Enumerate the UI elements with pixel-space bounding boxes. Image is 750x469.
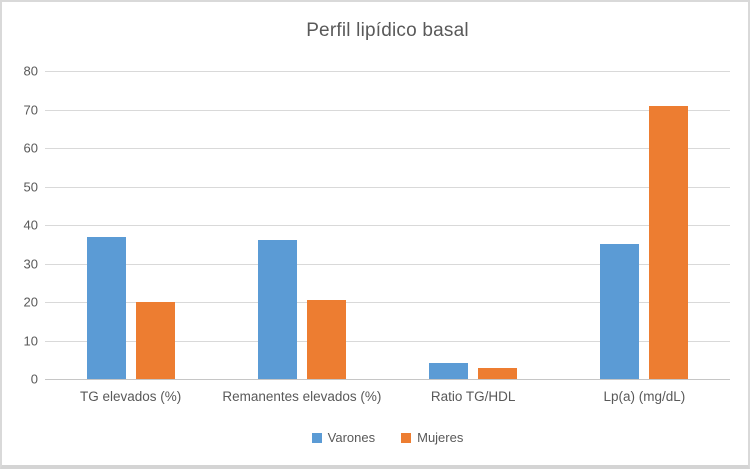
legend-item-mujeres: Mujeres xyxy=(401,430,463,445)
gridline xyxy=(45,340,730,342)
gridline xyxy=(45,148,730,149)
chart-title: Perfil lipídico basal xyxy=(306,20,469,41)
legend-swatch-varones xyxy=(311,432,322,443)
legend-swatch-mujeres xyxy=(401,432,412,443)
bar-mujeres-0 xyxy=(135,302,175,379)
gridline xyxy=(45,225,730,226)
y-tick-label: 50 xyxy=(23,179,38,194)
gridline xyxy=(45,263,730,265)
gridline xyxy=(45,302,730,303)
y-tick-label: 10 xyxy=(23,333,38,348)
y-tick-label: 40 xyxy=(23,217,38,233)
bar-mujeres-2 xyxy=(478,368,518,379)
x-axis-line xyxy=(45,379,730,380)
x-category-label: Remanentes elevados (%) xyxy=(222,389,382,404)
y-tick-label: 20 xyxy=(23,294,38,310)
y-tick-label: 30 xyxy=(23,256,38,271)
legend-label: Varones xyxy=(327,430,376,445)
gridline xyxy=(45,71,730,72)
legend-item-varones: Varones xyxy=(311,430,376,445)
y-tick-label: 0 xyxy=(30,371,38,387)
gridline xyxy=(45,186,730,188)
y-tick-label: 60 xyxy=(23,140,38,156)
x-axis-labels: TG elevados (%) Remanentes elevados (%) Ra… xyxy=(45,389,730,409)
y-axis-labels: 0 10 20 30 40 50 60 70 80 xyxy=(2,64,38,387)
bar-varones-3 xyxy=(600,244,640,379)
plot-area xyxy=(45,71,730,380)
gridline xyxy=(45,109,730,111)
legend-label: Mujeres xyxy=(417,430,464,445)
y-tick-label: 70 xyxy=(23,102,38,117)
legend: Varones Mujeres xyxy=(45,430,730,445)
bar-varones-0 xyxy=(86,236,126,379)
x-category-label: Lp(a) (mg/dL) xyxy=(603,389,686,404)
x-category-label: TG elevados (%) xyxy=(79,389,182,404)
bar-varones-1 xyxy=(257,240,297,379)
bar-varones-2 xyxy=(429,362,469,379)
bar-mujeres-3 xyxy=(649,105,689,379)
x-category-label: Ratio TG/HDL xyxy=(430,389,516,404)
y-tick-label: 80 xyxy=(23,63,38,79)
bar-mujeres-1 xyxy=(306,300,346,379)
